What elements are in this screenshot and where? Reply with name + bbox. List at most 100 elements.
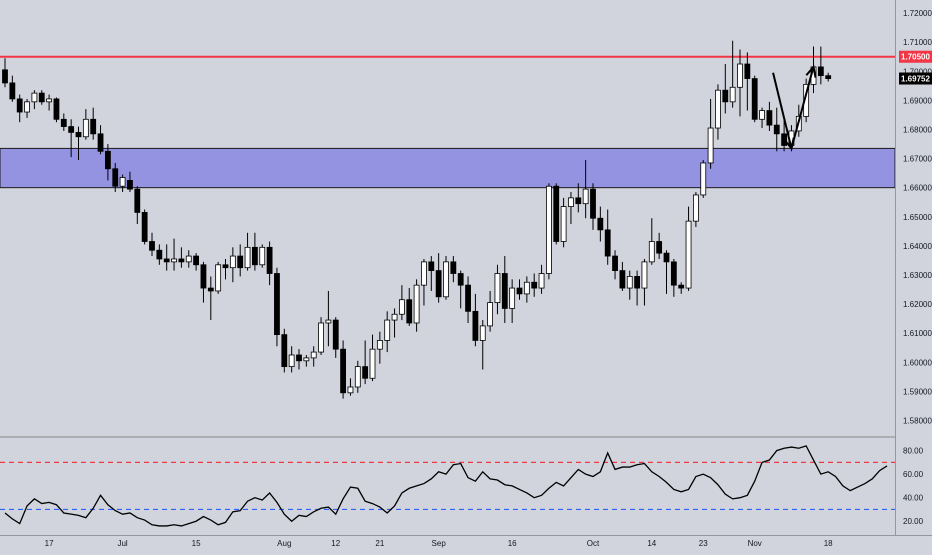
candle[interactable] xyxy=(16,98,23,113)
candle[interactable] xyxy=(421,261,427,286)
candle[interactable] xyxy=(509,287,516,309)
projection-arrows[interactable] xyxy=(772,64,817,151)
candle[interactable] xyxy=(590,188,596,219)
candle[interactable] xyxy=(259,246,266,266)
candle[interactable] xyxy=(472,310,479,341)
candle[interactable] xyxy=(127,180,133,190)
candle[interactable] xyxy=(325,319,332,324)
candle[interactable] xyxy=(560,206,567,242)
candle[interactable] xyxy=(200,264,207,289)
candle[interactable] xyxy=(546,185,552,274)
candle[interactable] xyxy=(825,75,832,79)
candle[interactable] xyxy=(766,110,773,126)
candle[interactable] xyxy=(751,78,758,120)
candle[interactable] xyxy=(553,185,560,242)
candle[interactable] xyxy=(134,188,141,213)
candle[interactable] xyxy=(465,284,471,312)
price-pane[interactable] xyxy=(0,40,896,399)
candle[interactable] xyxy=(737,63,743,88)
candle[interactable] xyxy=(663,252,670,263)
candle[interactable] xyxy=(582,188,589,205)
time-axis[interactable]: 17 Jul 15 Aug 12 21 Sep 16 Oct 14 23 Nov 18 xyxy=(45,539,834,548)
candle[interactable] xyxy=(531,281,538,289)
candle[interactable] xyxy=(75,131,82,138)
candle[interactable] xyxy=(347,386,354,394)
candle[interactable] xyxy=(332,319,339,350)
candle[interactable] xyxy=(90,118,97,135)
candle[interactable] xyxy=(296,354,302,362)
candle[interactable] xyxy=(523,281,530,295)
candle[interactable] xyxy=(369,348,376,379)
candle[interactable] xyxy=(398,299,405,315)
candle[interactable] xyxy=(31,92,38,103)
candle[interactable] xyxy=(237,255,244,269)
candle[interactable] xyxy=(340,348,347,394)
candle[interactable] xyxy=(413,284,420,324)
candle[interactable] xyxy=(156,249,163,260)
resistance-price-tag[interactable] xyxy=(899,50,932,63)
candle[interactable] xyxy=(641,261,648,289)
candle[interactable] xyxy=(648,241,655,263)
candle[interactable] xyxy=(516,287,523,295)
candle[interactable] xyxy=(60,118,67,127)
candle[interactable] xyxy=(479,325,486,341)
candle[interactable] xyxy=(729,86,736,103)
candle[interactable] xyxy=(310,351,317,359)
candle[interactable] xyxy=(494,273,501,304)
current-price-tag[interactable] xyxy=(899,72,932,85)
candle[interactable] xyxy=(53,98,60,120)
candle[interactable] xyxy=(428,261,435,272)
candle[interactable] xyxy=(678,284,685,289)
candle[interactable] xyxy=(634,276,640,289)
candle[interactable] xyxy=(222,264,229,269)
rsi-axis[interactable]: 80.00 60.00 40.00 20.00 xyxy=(903,447,924,527)
support-zone[interactable] xyxy=(0,147,896,189)
candle[interactable] xyxy=(781,133,787,146)
candle[interactable] xyxy=(149,241,155,251)
candle[interactable] xyxy=(722,89,729,103)
candle[interactable] xyxy=(693,194,699,222)
candle[interactable] xyxy=(406,299,413,324)
candle[interactable] xyxy=(568,197,574,207)
candle[interactable] xyxy=(281,334,288,368)
projection-arrow-shaft[interactable] xyxy=(772,72,793,149)
candle[interactable] xyxy=(141,212,148,242)
candle[interactable] xyxy=(82,118,89,138)
candle[interactable] xyxy=(38,92,45,103)
candle[interactable] xyxy=(119,177,126,187)
candle[interactable] xyxy=(612,255,618,272)
candle[interactable] xyxy=(435,270,442,298)
candle[interactable] xyxy=(244,246,251,269)
candle[interactable] xyxy=(443,261,449,298)
candle[interactable] xyxy=(391,313,398,321)
candle[interactable] xyxy=(9,82,16,100)
candle[interactable] xyxy=(715,89,721,129)
candle[interactable] xyxy=(656,241,663,254)
candle[interactable] xyxy=(575,197,582,205)
candle[interactable] xyxy=(597,217,604,231)
candle[interactable] xyxy=(193,255,200,266)
candle[interactable] xyxy=(362,366,369,379)
projection-arrow-shaft[interactable] xyxy=(790,66,815,149)
candle[interactable] xyxy=(744,63,751,79)
candle[interactable] xyxy=(97,133,104,152)
candle[interactable] xyxy=(105,150,111,170)
candle[interactable] xyxy=(626,276,633,289)
candle[interactable] xyxy=(171,258,177,263)
candle[interactable] xyxy=(670,261,677,286)
candle[interactable] xyxy=(112,168,119,187)
candle[interactable] xyxy=(251,246,258,266)
candle[interactable] xyxy=(773,124,780,135)
candle[interactable] xyxy=(685,220,692,289)
candle[interactable] xyxy=(266,246,273,274)
candle[interactable] xyxy=(163,258,170,263)
rsi-pane[interactable] xyxy=(0,445,895,527)
candle[interactable] xyxy=(215,264,222,292)
candle[interactable] xyxy=(207,287,214,292)
candle[interactable] xyxy=(24,101,30,113)
price-axis[interactable]: 1.72000 1.71000 1.70000 1.69000 1.68000 1.670… xyxy=(899,9,932,425)
candle[interactable] xyxy=(274,273,280,336)
candle[interactable] xyxy=(450,261,457,274)
candle[interactable] xyxy=(376,340,383,350)
